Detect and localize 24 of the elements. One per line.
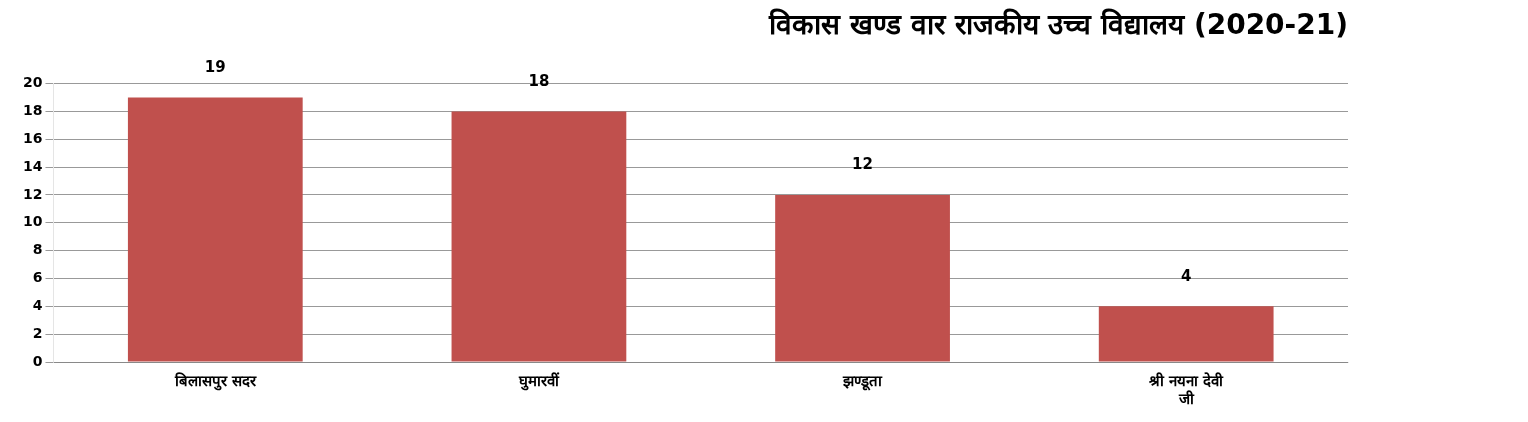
x-tick-label: घुमारवीं	[517, 371, 560, 391]
y-tick-label: 14	[23, 157, 43, 174]
chart-title: विकास खण्ड वार राजकीय उच्च विद्यालय (2020-21)	[768, 8, 1348, 42]
y-tick-label: 4	[32, 296, 43, 313]
y-tick-label: 6	[32, 269, 43, 286]
x-tick-label: झण्डूता	[842, 371, 884, 391]
y-tick-label: 16	[23, 129, 43, 146]
data-label: 4	[1180, 266, 1192, 285]
data-label: 18	[528, 71, 550, 90]
bar	[775, 194, 950, 362]
y-tick-label: 2	[32, 324, 43, 341]
y-tick-label: 18	[23, 102, 43, 119]
y-tick-label: 8	[32, 241, 43, 258]
data-label: 12	[852, 155, 873, 174]
bar	[1098, 306, 1274, 362]
y-tick-label: 12	[23, 185, 43, 202]
y-tick-label: 0	[32, 352, 43, 369]
bar	[451, 111, 627, 362]
y-tick-label: 10	[23, 213, 43, 230]
y-tick-label: 20	[23, 74, 43, 91]
x-tick-label: बिलासपुर सदर	[173, 371, 257, 391]
x-tick-label: श्री नयना देवी जी	[1147, 371, 1225, 408]
bar	[127, 97, 303, 362]
data-label: 19	[204, 57, 226, 76]
